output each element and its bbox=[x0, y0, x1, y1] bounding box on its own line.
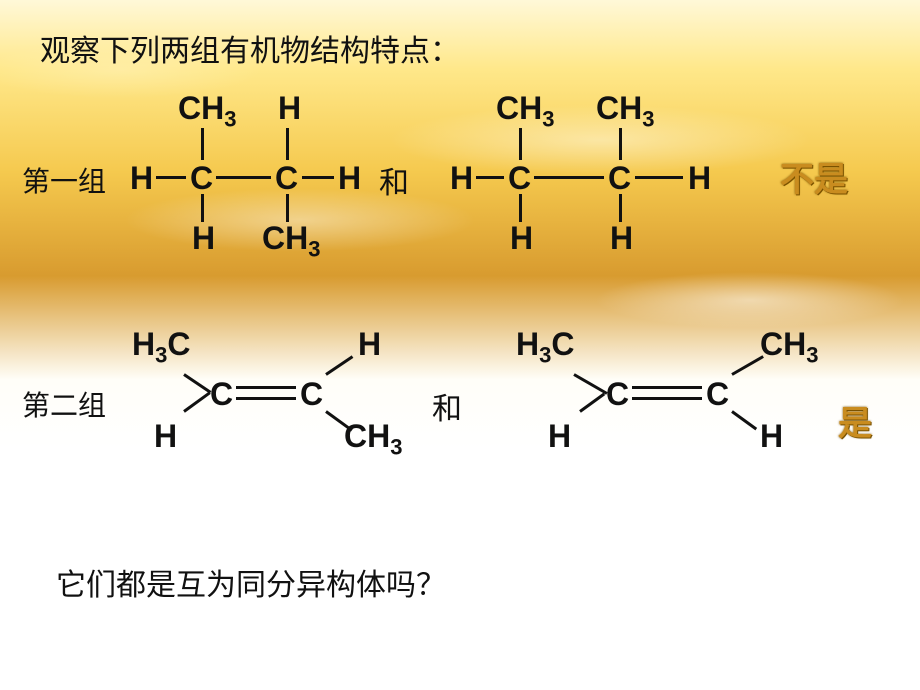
bond bbox=[156, 176, 186, 179]
atom-C: C bbox=[508, 162, 531, 194]
question-text: 它们都是互为同分异构体吗？ bbox=[56, 560, 446, 604]
bond bbox=[216, 176, 271, 179]
bond bbox=[325, 355, 353, 375]
double-bond bbox=[632, 397, 702, 400]
atom-C: C bbox=[300, 378, 323, 410]
atom-H: H bbox=[760, 420, 783, 452]
atom-H3C: H3C bbox=[516, 328, 574, 360]
atom-CH3: CH3 bbox=[178, 92, 236, 124]
bond bbox=[286, 128, 289, 160]
atom-C: C bbox=[706, 378, 729, 410]
bond bbox=[286, 194, 289, 222]
atom-CH3: CH3 bbox=[344, 420, 402, 452]
atom-C: C bbox=[608, 162, 631, 194]
bond bbox=[534, 176, 604, 179]
bond bbox=[201, 194, 204, 222]
atom-C: C bbox=[210, 378, 233, 410]
bond bbox=[519, 128, 522, 160]
atom-H: H bbox=[610, 222, 633, 254]
atom-H: H bbox=[154, 420, 177, 452]
atom-H: H bbox=[450, 162, 473, 194]
atom-H: H bbox=[358, 328, 381, 360]
group2-label: 第二组 bbox=[22, 384, 106, 424]
atom-CH3: CH3 bbox=[760, 328, 818, 360]
atom-H: H bbox=[130, 162, 153, 194]
atom-H: H bbox=[338, 162, 361, 194]
bond bbox=[731, 410, 757, 430]
atom-C: C bbox=[275, 162, 298, 194]
and-label-2: 和 bbox=[432, 384, 462, 428]
atom-CH3: CH3 bbox=[262, 222, 320, 254]
bond bbox=[731, 355, 764, 376]
bond bbox=[619, 128, 622, 160]
atom-H: H bbox=[510, 222, 533, 254]
page-title: 观察下列两组有机物结构特点： bbox=[40, 26, 460, 70]
and-label-1: 和 bbox=[379, 158, 409, 202]
bond bbox=[619, 194, 622, 222]
double-bond bbox=[236, 386, 296, 389]
bond bbox=[201, 128, 204, 160]
bond bbox=[635, 176, 683, 179]
bond bbox=[573, 373, 607, 395]
atom-H: H bbox=[688, 162, 711, 194]
atom-CH3: CH3 bbox=[596, 92, 654, 124]
double-bond bbox=[632, 386, 702, 389]
atom-H: H bbox=[278, 92, 301, 124]
bond bbox=[183, 373, 211, 393]
answer-2: 是 bbox=[838, 396, 872, 445]
answer-1: 不是 bbox=[780, 152, 848, 201]
bond bbox=[579, 393, 605, 413]
bond bbox=[183, 391, 211, 412]
atom-CH3: CH3 bbox=[496, 92, 554, 124]
double-bond bbox=[236, 397, 296, 400]
atom-H3C: H3C bbox=[132, 328, 190, 360]
bond bbox=[302, 176, 334, 179]
atom-H: H bbox=[548, 420, 571, 452]
atom-H: H bbox=[192, 222, 215, 254]
bond bbox=[519, 194, 522, 222]
atom-C: C bbox=[190, 162, 213, 194]
atom-C: C bbox=[606, 378, 629, 410]
group1-label: 第一组 bbox=[22, 160, 106, 200]
bond bbox=[476, 176, 504, 179]
